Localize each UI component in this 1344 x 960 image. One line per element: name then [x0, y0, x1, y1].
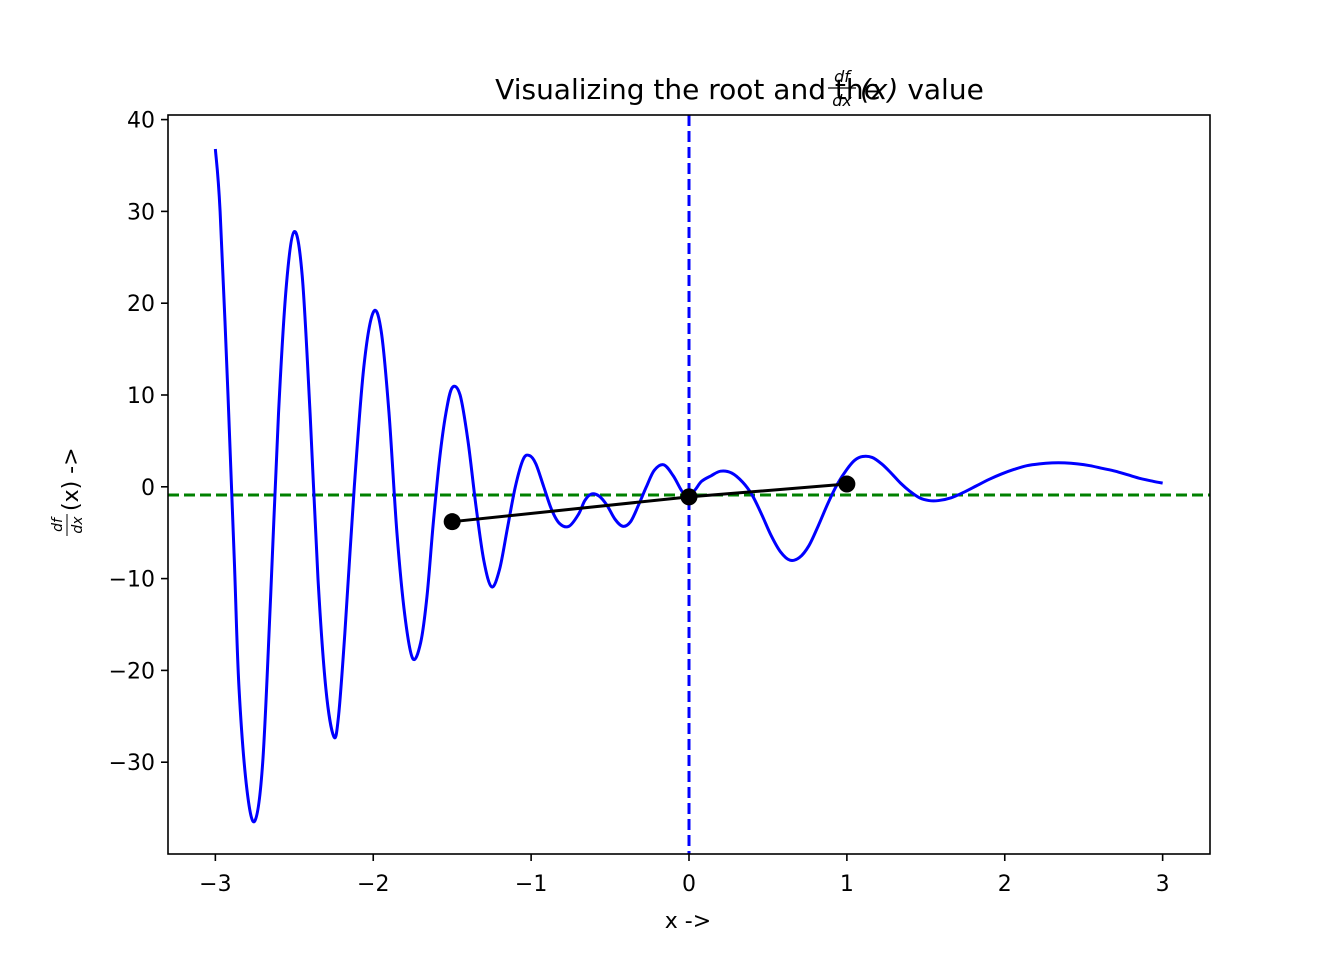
- x-tick-label: 3: [1156, 872, 1170, 897]
- ylabel-suffix: (x) ->: [59, 447, 84, 511]
- y-tick-label: 0: [141, 476, 155, 501]
- plot-layer: [168, 115, 1210, 854]
- ylabel-frac-denominator: dx: [70, 516, 86, 534]
- y-tick-label: −20: [109, 659, 155, 684]
- chart-title-fraction: df dx: [828, 67, 856, 110]
- x-tick-label: 0: [682, 872, 696, 897]
- y-tick-label: 30: [127, 200, 155, 225]
- x-tick-label: −1: [515, 872, 547, 897]
- x-tick-label: −2: [357, 872, 389, 897]
- derivative-curve: [213, 148, 1163, 824]
- y-tick-label: 40: [127, 109, 155, 134]
- plot-area: [168, 115, 1210, 854]
- chart-title-suffix: (x) value: [860, 73, 984, 106]
- x-tick-label: −3: [199, 872, 231, 897]
- ylabel-frac-numerator: df: [50, 516, 66, 532]
- y-tick-label: −10: [109, 568, 155, 593]
- y-axis-label: df dx (x) ->: [50, 447, 86, 536]
- y-tick-label: −30: [109, 751, 155, 776]
- title-frac-denominator: dx: [832, 91, 852, 110]
- y-tick-label: 10: [127, 384, 155, 409]
- y-tick-label: 20: [127, 292, 155, 317]
- x-tick-label: 1: [840, 872, 854, 897]
- secant-point-marker: [680, 488, 698, 506]
- x-tick-label: 2: [998, 872, 1012, 897]
- chart-title: Visualizing the root and the: [495, 73, 881, 106]
- secant-point-marker: [443, 513, 461, 531]
- x-axis-label: x ->: [665, 909, 711, 934]
- title-frac-numerator: df: [834, 67, 852, 86]
- secant-point-marker: [838, 475, 856, 493]
